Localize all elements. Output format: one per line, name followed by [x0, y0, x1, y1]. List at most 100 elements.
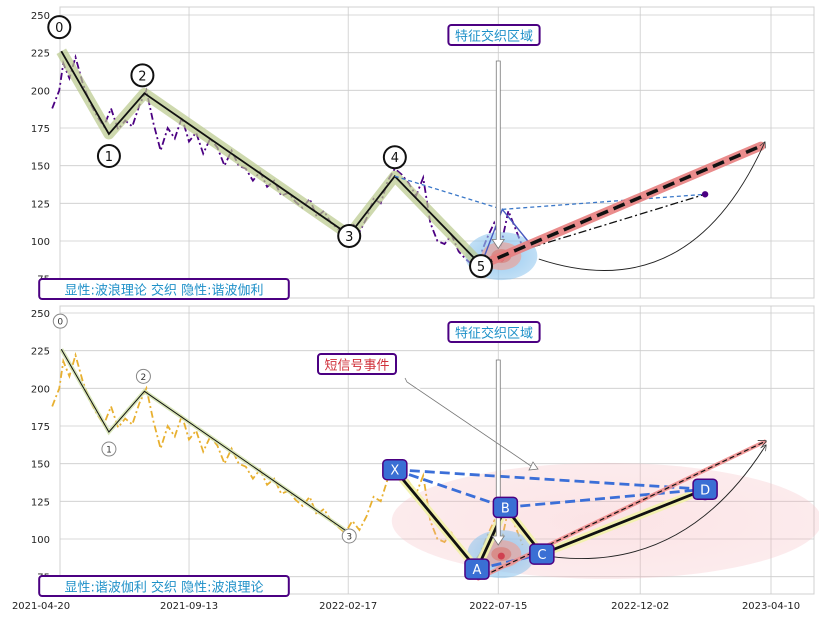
wave-label-text: 3	[345, 230, 353, 245]
wave-label: 1	[101, 441, 117, 457]
wave-line	[60, 348, 350, 534]
panel-top: 75100125150175200225250012345特征交织区域显性:波浪…	[31, 6, 815, 300]
harmonic-ratio-line	[505, 487, 706, 509]
wave-label-text: 0	[55, 21, 63, 36]
zone-arrow	[491, 359, 506, 546]
wave-label-circle	[101, 441, 117, 457]
projection-dashed-line	[502, 193, 706, 211]
y-tick-label: 125	[31, 199, 50, 210]
projection-dashdot-line	[532, 193, 706, 248]
annotation-box-border	[38, 575, 290, 597]
annotation-text: 显性:谐波伽利 交织 隐性:波浪理论	[64, 580, 263, 596]
wave-label-text: 3	[346, 532, 352, 542]
harmonic-label-box	[382, 458, 408, 481]
harmonic-label-box	[692, 478, 718, 501]
projection-dashed-line	[394, 175, 503, 210]
wave-label-text: 1	[105, 150, 113, 165]
wave-label: 3	[341, 528, 357, 544]
y-tick-label: 225	[31, 49, 50, 60]
annotation-box-border	[447, 24, 541, 46]
annotation-box-border	[447, 321, 541, 343]
wave-label: 1	[96, 144, 121, 169]
wave-label-text: 1	[106, 446, 112, 456]
x-tick-label: 2022-07-15	[469, 601, 527, 612]
panel-bottom: 751001251501752002252502021-04-202021-09…	[12, 305, 819, 612]
forecast-curve-arrow	[534, 445, 766, 560]
plot-area	[59, 6, 815, 299]
wave-label: 2	[130, 63, 155, 88]
harmonic-label: B	[492, 496, 519, 519]
annotation-text: 特征交织区域	[455, 29, 533, 45]
harmonic-ratio-line	[394, 468, 706, 491]
annotation-box: 短信号事件	[317, 353, 397, 375]
harmonic-label-text: D	[700, 483, 710, 498]
forecast-line	[476, 441, 766, 580]
wave-label: 3	[337, 223, 362, 248]
harmonic-label-text: C	[537, 548, 546, 563]
annotation-box: 显性:波浪理论 交织 隐性:谐波伽利	[38, 278, 290, 300]
y-tick-label: 175	[31, 422, 50, 433]
wave-label: 2	[135, 368, 151, 384]
wave-line	[60, 50, 482, 266]
harmonic-label-box	[464, 558, 490, 580]
x-tick-label: 2022-12-02	[611, 601, 669, 612]
wave-label-text: 4	[391, 151, 399, 166]
wave-label-text: 2	[141, 373, 147, 383]
wave-label-text: 5	[477, 260, 485, 275]
harmonic-ratio-line	[394, 468, 506, 509]
y-tick-label: 175	[31, 124, 50, 135]
y-tick-label: 250	[31, 309, 50, 320]
y-tick-label: 150	[31, 162, 50, 173]
harmonic-label: D	[692, 478, 718, 501]
x-tick-label: 2021-04-20	[12, 601, 70, 612]
wave-label-circle	[47, 15, 72, 40]
forecast-curve-arrow	[538, 142, 765, 271]
wave-label-circle	[469, 254, 494, 279]
zone-arrow	[491, 60, 506, 250]
annotation-text: 特征交织区域	[455, 326, 533, 342]
annotation-box: 特征交织区域	[447, 321, 541, 343]
harmonic-label-box	[529, 543, 555, 565]
harmonic-label: C	[529, 543, 555, 565]
wave-label-circle	[52, 313, 68, 329]
annotation-text: 短信号事件	[324, 359, 389, 374]
harmonic-label-text: A	[473, 563, 482, 578]
annotation-box: 特征交织区域	[447, 24, 541, 46]
x-tick-label: 2023-04-10	[742, 601, 800, 612]
wave-label: 0	[47, 15, 72, 40]
y-tick-label: 225	[31, 347, 50, 358]
y-tick-label: 125	[31, 497, 50, 508]
wave-label: 5	[469, 254, 494, 279]
y-tick-label: 150	[31, 460, 50, 471]
wave-label-text: 0	[57, 318, 63, 328]
y-tick-label: 200	[31, 384, 50, 395]
annotation-box: 显性:谐波伽利 交织 隐性:波浪理论	[38, 575, 290, 597]
harmonic-label: X	[382, 458, 408, 481]
y-tick-label: 100	[31, 237, 50, 248]
wave-label-circle	[96, 144, 121, 169]
wave-label-circle	[341, 528, 357, 544]
wave-label-circle	[337, 223, 362, 248]
wave-label-text: 2	[138, 69, 146, 84]
y-tick-label: 200	[31, 86, 50, 97]
wave-label-circle	[382, 145, 407, 170]
x-tick-label: 2021-09-13	[160, 601, 218, 612]
harmonic-label-box	[492, 496, 519, 519]
harmonic-zone-ellipse	[391, 462, 819, 579]
wave-label-circle	[130, 63, 155, 88]
harmonic-label: A	[464, 558, 490, 580]
annotation-box-border	[317, 353, 397, 375]
harmonic-label-text: X	[390, 464, 399, 479]
forecast-line	[480, 144, 762, 267]
harmonic-label-text: B	[501, 501, 510, 516]
annotation-box-border	[38, 278, 290, 300]
wave-label: 4	[382, 145, 407, 170]
x-tick-label: 2022-02-17	[319, 601, 377, 612]
projection-end-dot	[701, 191, 709, 198]
wave-label: 0	[52, 313, 68, 329]
y-tick-label: 100	[31, 535, 50, 546]
annotation-text: 显性:波浪理论 交织 隐性:谐波伽利	[64, 283, 263, 299]
zone-center-dot	[497, 552, 505, 560]
